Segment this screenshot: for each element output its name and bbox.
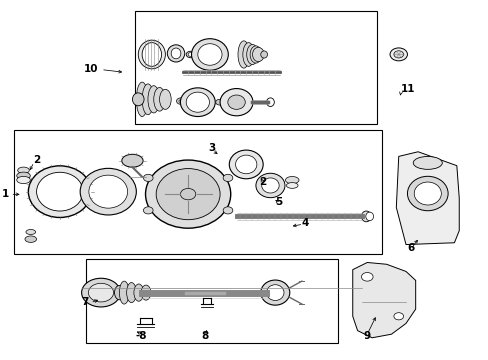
Ellipse shape xyxy=(142,42,161,66)
Ellipse shape xyxy=(220,89,252,116)
Text: 2: 2 xyxy=(259,177,266,187)
Ellipse shape xyxy=(266,98,274,107)
Text: 6: 6 xyxy=(407,243,414,253)
Ellipse shape xyxy=(285,176,298,184)
Ellipse shape xyxy=(261,178,279,193)
Circle shape xyxy=(389,48,407,61)
Ellipse shape xyxy=(227,95,245,109)
Ellipse shape xyxy=(89,175,127,208)
Ellipse shape xyxy=(17,172,30,179)
Ellipse shape xyxy=(361,211,370,222)
Ellipse shape xyxy=(167,45,184,62)
Text: 5: 5 xyxy=(275,197,282,207)
Ellipse shape xyxy=(18,167,29,174)
Text: 10: 10 xyxy=(84,64,99,74)
Text: 4: 4 xyxy=(301,218,308,228)
Ellipse shape xyxy=(37,172,83,211)
Circle shape xyxy=(393,51,403,58)
Circle shape xyxy=(180,188,195,200)
Ellipse shape xyxy=(132,93,144,106)
Ellipse shape xyxy=(229,150,263,179)
Bar xyxy=(14,130,381,253)
Ellipse shape xyxy=(26,229,36,234)
Ellipse shape xyxy=(286,183,297,188)
Ellipse shape xyxy=(25,236,37,242)
Ellipse shape xyxy=(138,40,165,69)
Circle shape xyxy=(223,174,232,181)
Circle shape xyxy=(81,278,120,307)
Ellipse shape xyxy=(235,155,256,174)
Text: 3: 3 xyxy=(208,143,216,153)
Polygon shape xyxy=(395,152,458,244)
Ellipse shape xyxy=(153,87,165,111)
Circle shape xyxy=(88,283,113,302)
Ellipse shape xyxy=(134,284,143,301)
Polygon shape xyxy=(352,262,415,338)
Ellipse shape xyxy=(122,154,143,167)
Text: 9: 9 xyxy=(363,331,370,341)
Text: 7: 7 xyxy=(81,297,89,307)
Bar xyxy=(135,12,376,125)
Circle shape xyxy=(223,207,232,214)
Ellipse shape xyxy=(28,166,91,217)
Ellipse shape xyxy=(198,44,222,65)
Ellipse shape xyxy=(260,51,267,58)
Ellipse shape xyxy=(238,41,249,68)
Ellipse shape xyxy=(141,285,150,300)
Circle shape xyxy=(393,313,403,320)
Ellipse shape xyxy=(191,39,228,70)
Bar xyxy=(86,259,338,343)
Ellipse shape xyxy=(413,182,441,205)
Ellipse shape xyxy=(246,44,258,64)
Text: 1: 1 xyxy=(2,189,9,199)
Ellipse shape xyxy=(145,160,230,228)
Text: 2: 2 xyxy=(33,155,41,165)
Ellipse shape xyxy=(255,173,285,198)
Ellipse shape xyxy=(186,51,195,58)
Text: -8: -8 xyxy=(135,331,147,341)
Ellipse shape xyxy=(186,92,209,112)
Ellipse shape xyxy=(148,86,159,113)
Circle shape xyxy=(143,174,153,181)
Ellipse shape xyxy=(126,283,136,303)
Text: 8: 8 xyxy=(201,331,208,341)
Ellipse shape xyxy=(171,48,181,59)
Circle shape xyxy=(143,207,153,214)
Ellipse shape xyxy=(176,98,185,104)
Ellipse shape xyxy=(114,285,124,300)
Ellipse shape xyxy=(179,100,183,103)
Ellipse shape xyxy=(365,212,373,221)
Ellipse shape xyxy=(159,89,171,109)
Ellipse shape xyxy=(412,157,442,169)
Circle shape xyxy=(361,273,372,281)
Ellipse shape xyxy=(119,281,129,304)
Ellipse shape xyxy=(243,42,254,66)
Ellipse shape xyxy=(407,176,447,211)
Ellipse shape xyxy=(180,88,215,117)
Ellipse shape xyxy=(142,84,153,115)
Ellipse shape xyxy=(249,46,261,63)
Ellipse shape xyxy=(260,280,289,305)
Ellipse shape xyxy=(156,168,220,220)
Ellipse shape xyxy=(17,176,30,184)
Ellipse shape xyxy=(188,53,193,56)
Text: 11: 11 xyxy=(400,84,415,94)
Ellipse shape xyxy=(215,99,223,105)
Ellipse shape xyxy=(136,82,148,117)
Ellipse shape xyxy=(252,47,264,62)
Ellipse shape xyxy=(266,285,284,301)
Ellipse shape xyxy=(80,168,136,215)
